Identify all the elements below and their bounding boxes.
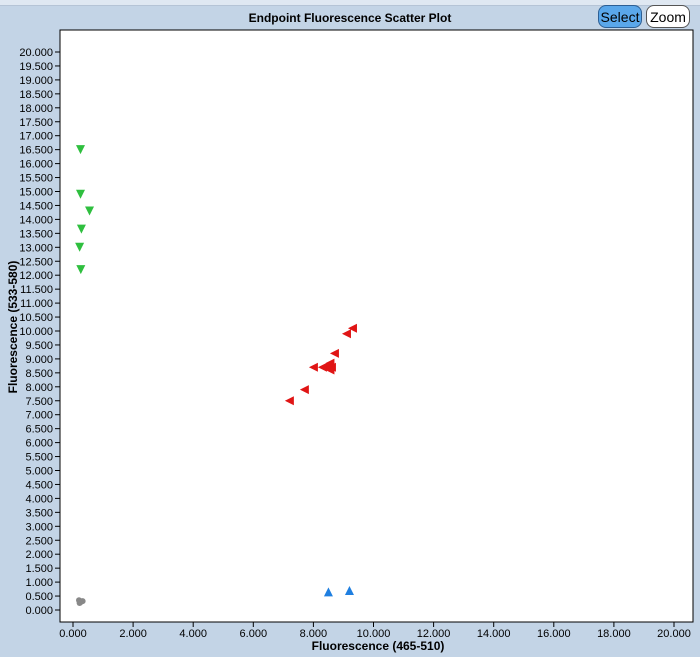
data-point <box>317 362 327 372</box>
x-tick-label: 8.000 <box>300 628 328 640</box>
zoom-button[interactable]: Zoom <box>646 5 690 28</box>
y-tick-label: 17.500 <box>19 117 53 129</box>
x-tick-label: 0.000 <box>59 628 87 640</box>
data-point <box>284 396 294 406</box>
x-tick-label: 16.000 <box>537 628 571 640</box>
y-tick-label: 7.500 <box>25 396 53 408</box>
y-tick-label: 10.500 <box>19 312 53 324</box>
y-tick-label: 9.000 <box>25 354 53 366</box>
y-tick-label: 13.000 <box>19 242 53 254</box>
y-tick-label: 8.000 <box>25 382 53 394</box>
y-tick-label: 19.000 <box>19 75 53 87</box>
select-button[interactable]: Select <box>598 5 642 28</box>
y-tick-label: 2.500 <box>25 535 53 547</box>
x-axis: 0.000 2.000 4.000 6.000 8.000 10.000 12.000 14.… <box>59 622 691 640</box>
data-point <box>329 348 339 358</box>
data-point <box>76 224 86 234</box>
y-tick-label: 12.500 <box>19 256 53 268</box>
y-tick-label: 7.000 <box>25 410 53 422</box>
y-tick-label: 9.500 <box>25 340 53 352</box>
y-axis: 0.000 0.500 1.000 1.500 2.000 2.500 3.000 3.500… <box>19 47 60 617</box>
data-point <box>76 600 83 607</box>
data-point <box>299 385 309 395</box>
x-tick-label: 4.000 <box>179 628 207 640</box>
data-point <box>347 323 357 333</box>
y-tick-label: 17.000 <box>19 131 53 143</box>
plot-area <box>59 29 694 623</box>
y-tick-label: 11.500 <box>20 284 53 296</box>
y-tick-label: 16.000 <box>19 159 53 171</box>
data-point <box>76 145 86 155</box>
data-point <box>308 362 318 372</box>
y-tick-label: 0.000 <box>25 605 53 617</box>
data-point <box>76 265 86 275</box>
y-tick-label: 20.000 <box>19 47 53 59</box>
y-tick-label: 2.000 <box>25 549 53 561</box>
y-tick-label: 13.500 <box>19 228 53 240</box>
y-tick-label: 3.500 <box>25 507 53 519</box>
y-tick-label: 19.500 <box>19 61 53 73</box>
y-tick-label: 0.500 <box>25 591 53 603</box>
y-tick-label: 18.500 <box>19 89 53 101</box>
y-tick-label: 12.000 <box>19 270 53 282</box>
y-tick-label: 15.500 <box>19 173 53 185</box>
y-tick-label: 11.000 <box>20 298 53 310</box>
x-tick-label: 20.000 <box>657 628 691 640</box>
x-tick-label: 10.000 <box>357 628 391 640</box>
y-tick-label: 1.000 <box>25 577 53 589</box>
y-tick-label: 4.000 <box>25 493 53 505</box>
chart-title: Endpoint Fluorescence Scatter Plot <box>248 11 452 25</box>
y-tick-label: 10.000 <box>19 326 53 338</box>
data-point <box>341 329 351 339</box>
y-tick-label: 8.500 <box>25 368 53 380</box>
x-tick-label: 2.000 <box>119 628 147 640</box>
y-tick-label: 18.000 <box>19 103 53 115</box>
x-tick-label: 18.000 <box>597 628 631 640</box>
data-point <box>76 189 86 199</box>
y-tick-label: 5.000 <box>25 466 53 478</box>
y-tick-label: 5.500 <box>25 452 53 464</box>
data-point <box>344 585 354 595</box>
x-tick-label: 14.000 <box>477 628 511 640</box>
data-point <box>323 587 333 597</box>
y-tick-label: 14.500 <box>19 200 53 212</box>
x-tick-label: 6.000 <box>240 628 268 640</box>
data-points <box>75 145 357 607</box>
data-point <box>85 206 95 216</box>
y-axis-label: Fluorescence (533-580) <box>6 261 20 394</box>
y-tick-label: 15.000 <box>19 187 53 199</box>
y-tick-label: 3.000 <box>25 521 53 533</box>
top-strip <box>0 0 700 6</box>
y-tick-label: 16.500 <box>19 145 53 157</box>
data-point <box>75 242 85 252</box>
data-point <box>325 365 335 375</box>
y-tick-label: 6.500 <box>25 424 53 436</box>
y-tick-label: 4.500 <box>25 479 53 491</box>
y-tick-label: 14.000 <box>19 214 53 226</box>
x-axis-label: Fluorescence (465-510) <box>312 639 445 653</box>
y-tick-label: 6.000 <box>25 438 53 450</box>
y-tick-label: 1.500 <box>25 563 53 575</box>
x-tick-label: 12.000 <box>417 628 451 640</box>
